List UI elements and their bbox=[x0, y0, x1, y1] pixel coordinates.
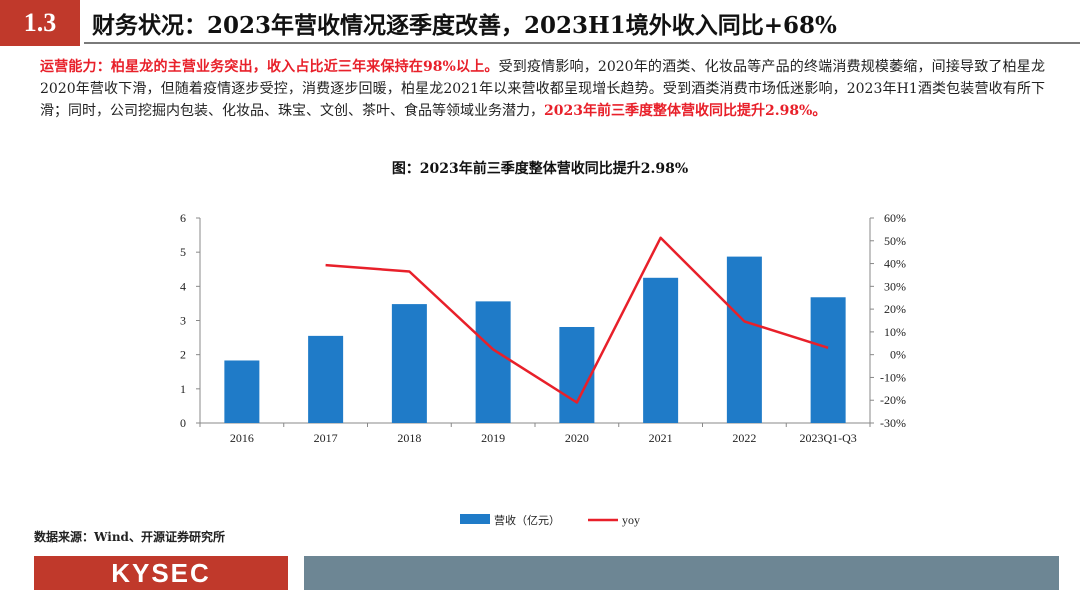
page-title: 财务状况：2023年营收情况逐季度改善，2023H1境外收入同比+68% bbox=[92, 12, 837, 39]
x-tick-label: 2019 bbox=[481, 431, 505, 445]
revenue-bar bbox=[726, 256, 762, 423]
left-tick-label: 1 bbox=[180, 382, 186, 396]
revenue-bar bbox=[559, 326, 595, 423]
right-tick-label: 10% bbox=[884, 325, 906, 339]
left-tick-label: 0 bbox=[180, 416, 186, 430]
legend-bar-label: 营收（亿元） bbox=[494, 513, 560, 527]
legend-bar-swatch bbox=[460, 514, 490, 524]
x-tick-label: 2023Q1-Q3 bbox=[799, 431, 856, 445]
right-tick-label: 0% bbox=[890, 348, 906, 362]
left-tick-label: 4 bbox=[180, 279, 186, 293]
right-tick-label: -30% bbox=[880, 416, 906, 430]
footer-bar bbox=[304, 556, 1059, 590]
right-tick-label: -20% bbox=[880, 393, 906, 407]
paragraph-body: 受到疫情影响，2020年的酒类、化妆品等产品的终端消费规模萎缩，间接导致了柏星龙… bbox=[40, 59, 1045, 119]
paragraph-tail: 2023年前三季度整体营收同比提升2.98%。 bbox=[544, 103, 827, 119]
right-tick-label: 30% bbox=[884, 279, 906, 293]
revenue-bar bbox=[224, 360, 260, 423]
section-number: 1.3 bbox=[0, 0, 80, 46]
legend-line-label: yoy bbox=[622, 513, 640, 527]
left-tick-label: 5 bbox=[180, 245, 186, 259]
chart-title: 图：2023年前三季度整体营收同比提升2.98% bbox=[391, 161, 689, 177]
left-tick-label: 2 bbox=[180, 348, 186, 362]
right-tick-label: 50% bbox=[884, 234, 906, 248]
right-tick-label: 40% bbox=[884, 257, 906, 271]
right-tick-label: -10% bbox=[880, 370, 906, 384]
revenue-bar bbox=[810, 297, 846, 423]
paragraph-lead: 运营能力：柏星龙的主营业务突出，收入占比近三年来保持在98%以上。 bbox=[40, 59, 499, 75]
revenue-bar bbox=[391, 304, 427, 423]
title-divider bbox=[84, 42, 1080, 44]
x-tick-label: 2017 bbox=[314, 431, 338, 445]
x-tick-label: 2022 bbox=[732, 431, 756, 445]
right-tick-label: 20% bbox=[884, 302, 906, 316]
right-tick-label: 60% bbox=[884, 211, 906, 225]
summary-paragraph: 运营能力：柏星龙的主营业务突出，收入占比近三年来保持在98%以上。受到疫情影响，… bbox=[40, 56, 1045, 122]
revenue-bar bbox=[308, 335, 344, 423]
x-tick-label: 2020 bbox=[565, 431, 589, 445]
revenue-bar bbox=[643, 277, 679, 423]
data-source: 数据来源：Wind、开源证券研究所 bbox=[34, 530, 225, 544]
kysec-logo: KYSEC bbox=[34, 556, 288, 590]
left-tick-label: 3 bbox=[180, 314, 186, 328]
revenue-bar bbox=[475, 301, 511, 423]
left-tick-label: 6 bbox=[180, 211, 186, 225]
x-tick-label: 2018 bbox=[397, 431, 421, 445]
x-tick-label: 2021 bbox=[649, 431, 673, 445]
x-tick-label: 2016 bbox=[230, 431, 254, 445]
yoy-line bbox=[325, 236, 829, 404]
